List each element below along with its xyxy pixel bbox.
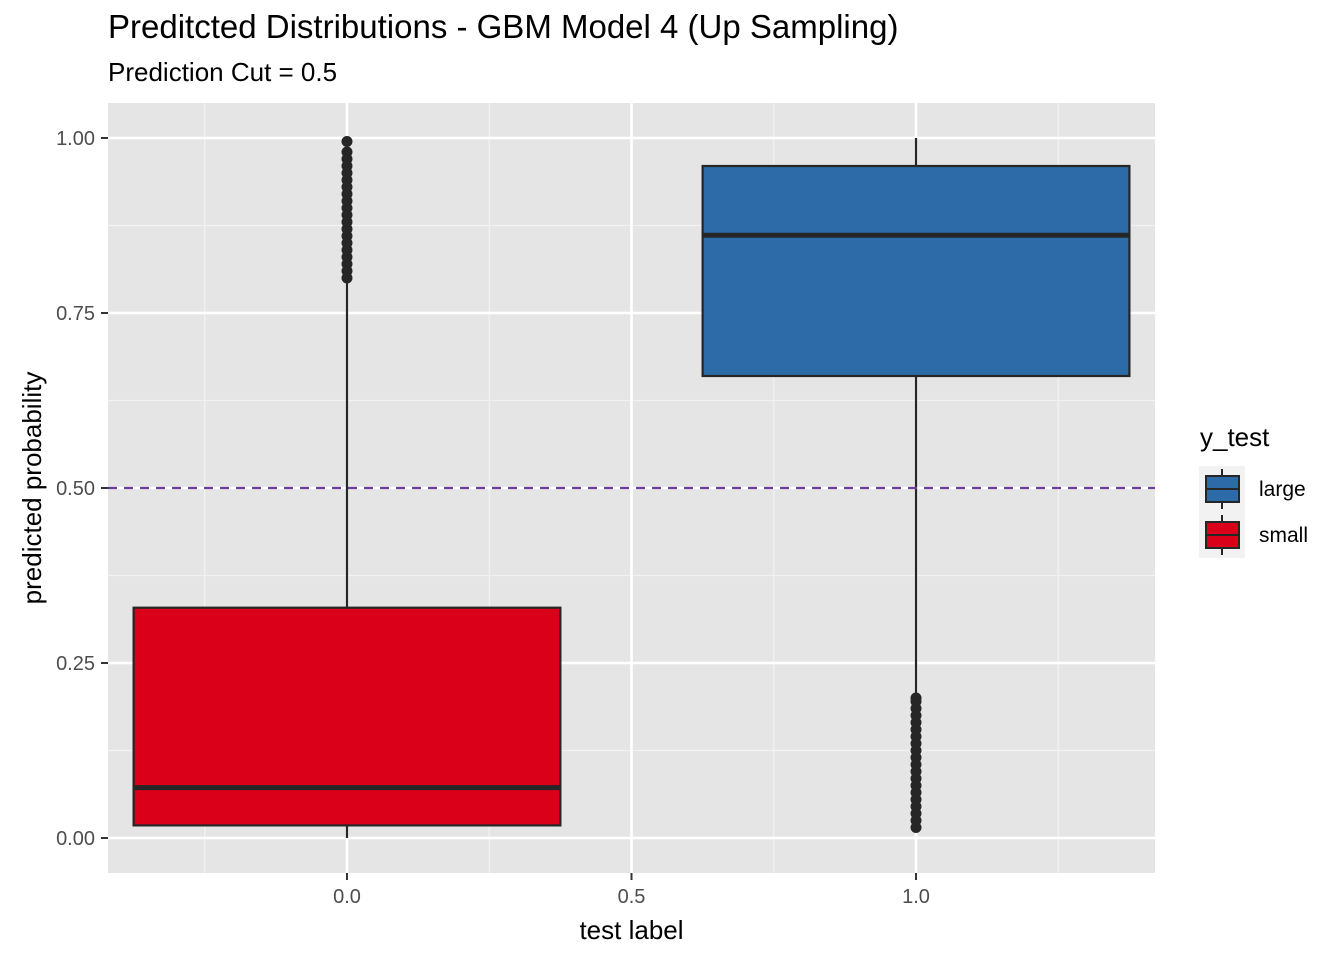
legend-title: y_test	[1200, 422, 1270, 452]
box-large	[701, 138, 1131, 833]
outlier-point	[910, 692, 922, 704]
legend-label: small	[1259, 524, 1308, 547]
box-iqr	[132, 606, 562, 827]
outlier-point	[341, 146, 353, 158]
x-axis-title: test label	[579, 915, 683, 945]
chart-subtitle: Prediction Cut = 0.5	[108, 57, 338, 87]
y-axis-title: predicted probability	[17, 372, 47, 605]
x-tick-label: 0.5	[618, 886, 646, 908]
y-tick-label: 0.75	[56, 303, 95, 325]
y-tick-label: 0.25	[56, 653, 95, 675]
x-tick-label: 1.0	[902, 886, 930, 908]
y-tick-label: 0.50	[56, 478, 95, 500]
y-tick-label: 1.00	[56, 128, 95, 150]
box-small	[132, 136, 562, 838]
legend-item-small: small	[1199, 512, 1308, 558]
chart-title: Preditcted Distributions - GBM Model 4 (…	[108, 8, 899, 45]
outlier-point	[341, 136, 353, 147]
box-iqr	[701, 164, 1131, 378]
x-tick-label: 0.0	[333, 886, 361, 908]
y-tick-label: 0.00	[56, 828, 95, 850]
legend-label: large	[1259, 478, 1306, 501]
legend-item-large: large	[1199, 466, 1306, 512]
